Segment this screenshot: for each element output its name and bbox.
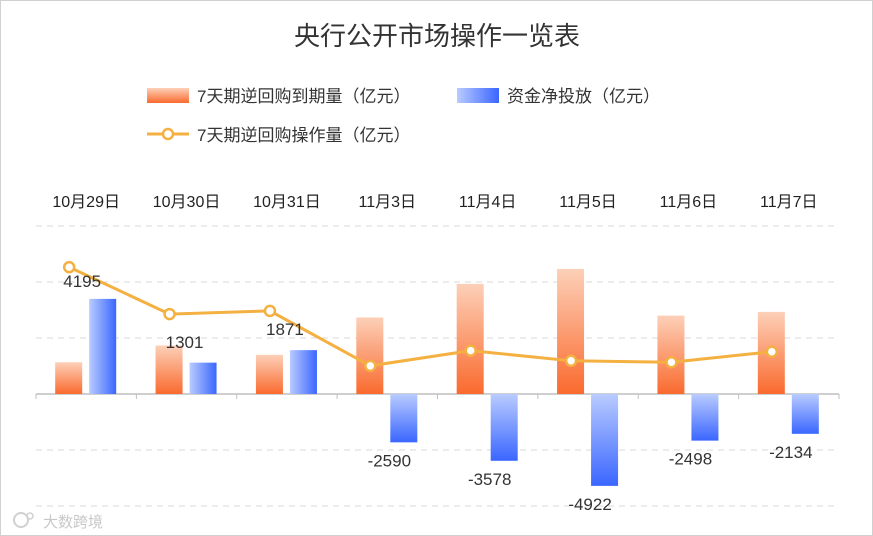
bar-maturity[interactable] xyxy=(557,268,585,394)
bar-maturity[interactable] xyxy=(456,283,484,394)
bar-net-injection[interactable] xyxy=(390,394,418,443)
category-label: 11月5日 xyxy=(559,194,617,211)
operation-point[interactable] xyxy=(163,307,176,321)
bar-maturity[interactable] xyxy=(155,345,183,394)
legend: 7天期逆回购到期量（亿元） 资金净投放（亿元） 7天期逆回购操作量（亿元） xyxy=(147,87,660,145)
operation-point[interactable] xyxy=(62,260,76,274)
bars xyxy=(55,268,819,486)
bar-maturity[interactable] xyxy=(55,362,83,394)
bar-maturity[interactable] xyxy=(255,354,283,394)
operation-line xyxy=(62,260,779,373)
category-label: 10月29日 xyxy=(52,194,120,211)
watermark-logo-icon xyxy=(13,512,34,528)
legend-item-operation[interactable]: 7天期逆回购操作量（亿元） xyxy=(147,126,410,145)
legend-label-net-injection: 资金净投放（亿元） xyxy=(507,87,660,106)
bar-net-injection[interactable] xyxy=(591,394,619,486)
bar-maturity[interactable] xyxy=(657,315,685,394)
category-label: 11月7日 xyxy=(760,194,818,211)
category-label: 11月3日 xyxy=(359,194,417,211)
watermark-text: 大数跨境 xyxy=(43,513,103,531)
data-label-net-injection: 4195 xyxy=(63,272,101,291)
category-label: 10月31日 xyxy=(253,194,321,211)
data-label-net-injection: -4922 xyxy=(568,495,611,514)
operation-point[interactable] xyxy=(364,359,377,373)
data-labels: 4195 1301 1871 -2590 -3578 -4922 -2498 -2134 xyxy=(63,272,812,514)
legend-item-maturity[interactable]: 7天期逆回购到期量（亿元） xyxy=(147,87,410,106)
chart-title: 央行公开市场操作一览表 xyxy=(294,21,580,51)
operation-point[interactable] xyxy=(665,355,678,369)
operation-point[interactable] xyxy=(765,345,779,358)
bar-net-injection[interactable] xyxy=(791,394,819,434)
category-label: 10月30日 xyxy=(153,194,221,211)
data-label-net-injection: -2590 xyxy=(368,451,411,470)
data-label-net-injection: 1871 xyxy=(266,320,304,339)
category-label: 11月6日 xyxy=(660,194,718,211)
bar-maturity[interactable] xyxy=(356,317,384,394)
bar-net-injection[interactable] xyxy=(490,394,518,461)
operation-point[interactable] xyxy=(464,344,477,357)
category-label: 11月4日 xyxy=(459,194,517,211)
operation-point[interactable] xyxy=(263,304,277,318)
legend-swatch-orange xyxy=(147,88,189,103)
bar-net-injection[interactable] xyxy=(289,350,317,394)
data-label-net-injection: -3578 xyxy=(468,470,511,489)
data-label-net-injection: 1301 xyxy=(166,333,204,352)
bar-net-injection[interactable] xyxy=(89,298,117,394)
bar-net-injection[interactable] xyxy=(189,362,217,394)
legend-label-operation: 7天期逆回购操作量（亿元） xyxy=(197,126,410,145)
data-label-net-injection: -2498 xyxy=(669,450,712,469)
legend-swatch-blue xyxy=(457,88,499,103)
category-labels: 10月29日 10月30日 10月31日 11月3日 11月4日 11月5日 11月6日 11… xyxy=(52,194,817,211)
operation-line-path xyxy=(68,265,772,368)
data-label-net-injection: -2134 xyxy=(769,443,812,462)
legend-item-net-injection[interactable]: 资金净投放（亿元） xyxy=(457,87,660,106)
bar-net-injection[interactable] xyxy=(691,394,719,441)
operation-point[interactable] xyxy=(564,354,578,368)
legend-label-maturity: 7天期逆回购到期量（亿元） xyxy=(197,87,410,106)
legend-marker-swatch xyxy=(161,127,175,141)
